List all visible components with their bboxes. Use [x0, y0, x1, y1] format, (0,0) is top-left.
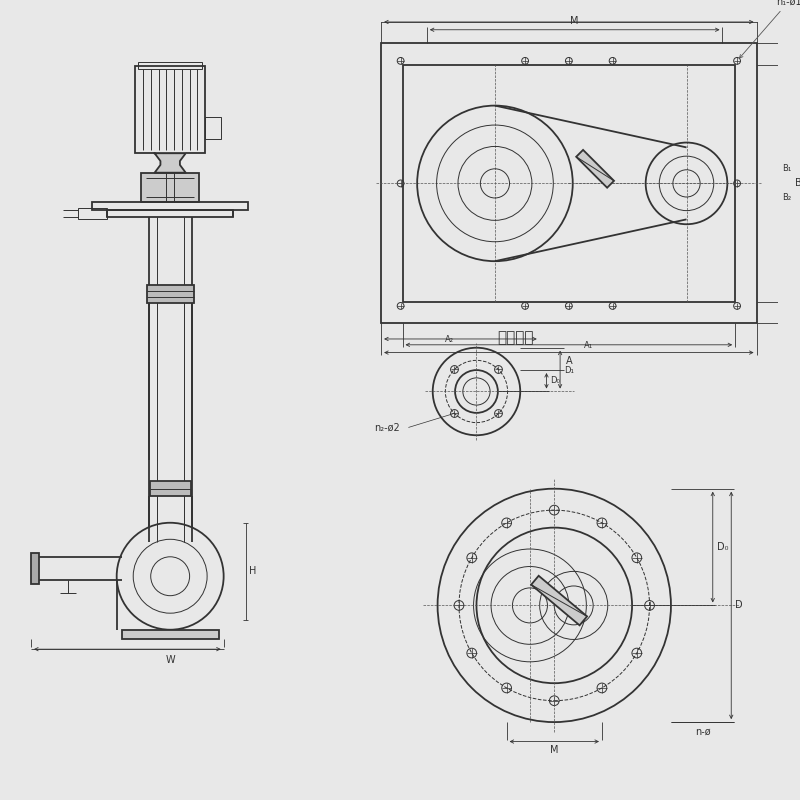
Bar: [402, 65, 735, 302]
Text: M: M: [570, 16, 579, 26]
Bar: [31, 553, 39, 584]
Bar: [78, 208, 107, 219]
Text: B: B: [795, 178, 800, 188]
Text: 出口法兰: 出口法兰: [497, 330, 534, 345]
Polygon shape: [531, 576, 587, 626]
Bar: [135, 66, 205, 154]
Polygon shape: [154, 154, 186, 173]
Bar: [138, 62, 202, 69]
Polygon shape: [576, 150, 614, 188]
Bar: [205, 118, 221, 138]
Text: M: M: [550, 746, 558, 755]
Text: n-ø: n-ø: [695, 727, 711, 737]
Text: D₀: D₀: [717, 542, 728, 552]
Text: D₀: D₀: [550, 376, 560, 386]
Text: n₂-ø2: n₂-ø2: [374, 422, 400, 432]
Bar: [107, 210, 234, 218]
Text: H: H: [249, 566, 256, 576]
Text: B₁: B₁: [782, 164, 791, 174]
Text: A₁: A₁: [584, 341, 593, 350]
Bar: [150, 481, 190, 495]
Text: n₁-ø1: n₁-ø1: [739, 0, 800, 58]
Text: W: W: [166, 655, 175, 665]
Bar: [92, 202, 248, 210]
Text: A: A: [566, 357, 572, 366]
Text: D₁: D₁: [564, 366, 574, 374]
Bar: [147, 286, 194, 303]
Text: D: D: [735, 601, 742, 610]
Text: A₂: A₂: [445, 335, 454, 344]
Bar: [141, 173, 199, 202]
Bar: [122, 630, 218, 639]
Bar: [381, 43, 757, 323]
Text: B₂: B₂: [782, 194, 791, 202]
